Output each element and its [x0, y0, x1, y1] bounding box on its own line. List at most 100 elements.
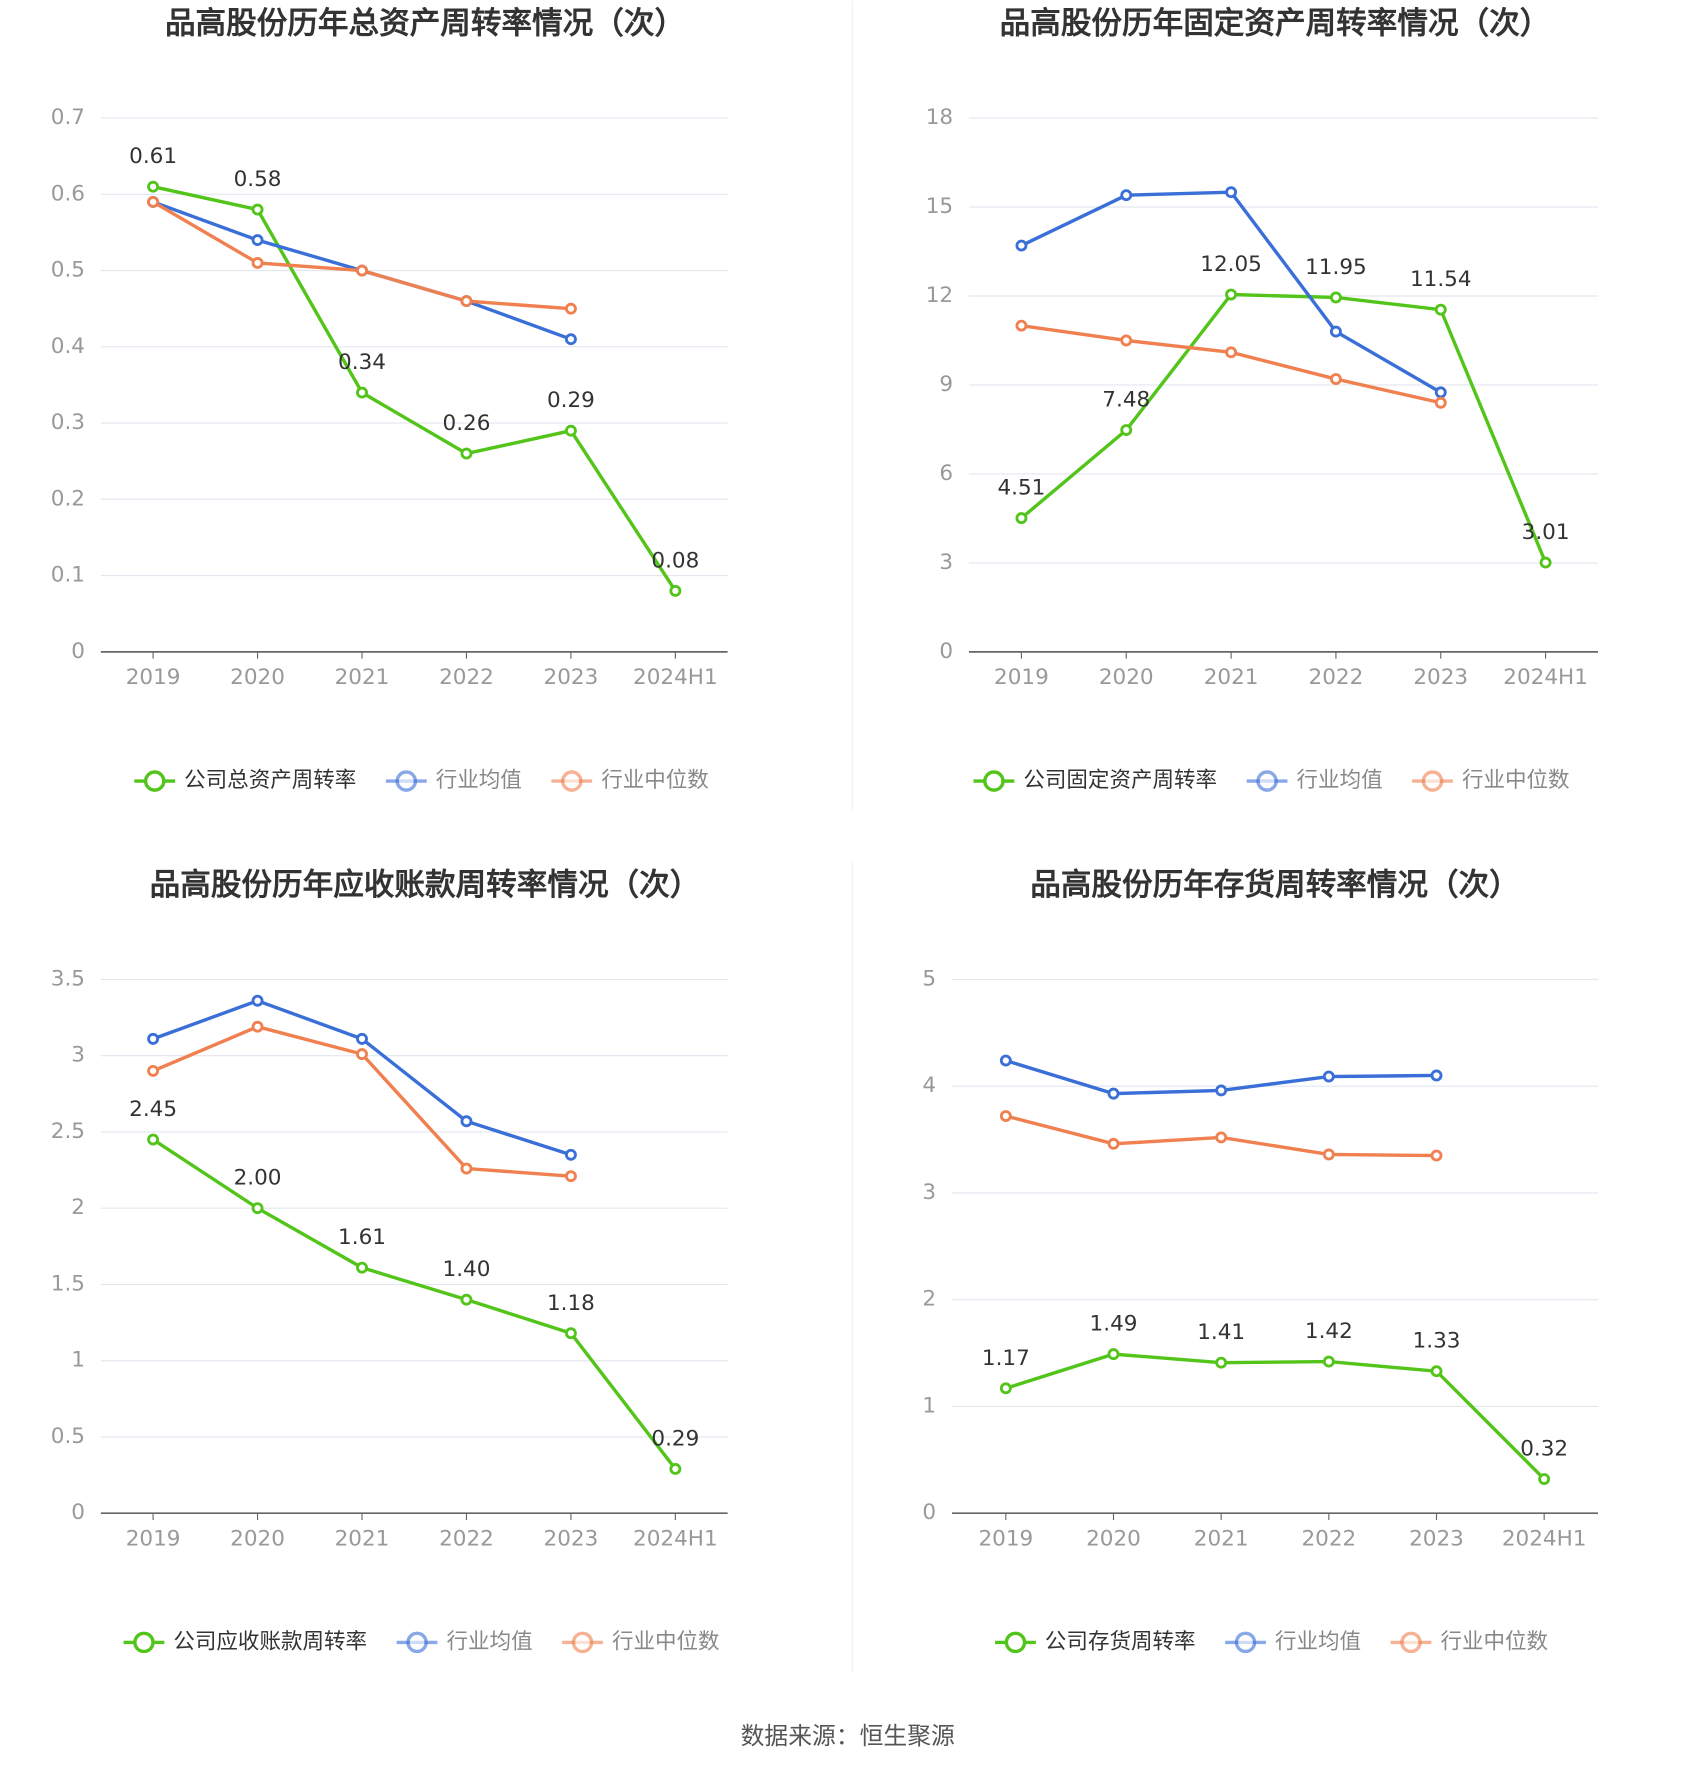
point — [251, 257, 264, 269]
point — [669, 1463, 682, 1475]
value-label: 0.26 — [443, 411, 491, 436]
y-tick-label: 4 — [922, 1073, 936, 1098]
x-tick-label: 2021 — [1194, 1526, 1249, 1551]
x-tick-label: 2023 — [544, 665, 599, 690]
y-tick-label: 0.3 — [51, 410, 85, 435]
legend-swatch — [406, 1631, 428, 1654]
legend-label: 行业均值 — [447, 1629, 533, 1654]
chart-title: 品高股份历年总资产周转率情况（次） — [165, 7, 685, 42]
source: 数据来源：恒生聚源 — [741, 1722, 955, 1750]
legend-label: 公司应收账款周转率 — [173, 1629, 367, 1654]
x-tick-label: 2019 — [126, 665, 181, 690]
point — [564, 1170, 577, 1183]
x-tick-label: 2020 — [1099, 665, 1154, 690]
point — [999, 1382, 1012, 1395]
x-tick-label: 2023 — [544, 1526, 599, 1551]
point — [251, 1202, 264, 1215]
value-label: 1.61 — [338, 1225, 386, 1250]
value-label: 0.34 — [338, 350, 386, 375]
value-label: 1.33 — [1413, 1329, 1461, 1354]
point — [1329, 291, 1342, 304]
point — [460, 1293, 473, 1306]
y-tick-label: 9 — [939, 372, 953, 397]
series-line — [152, 185, 677, 592]
y-tick-label: 2.5 — [51, 1119, 85, 1144]
y-tick-label: 0.7 — [51, 105, 85, 130]
point — [564, 1327, 577, 1340]
y-tick-label: 6 — [939, 461, 953, 486]
chart-title: 品高股份历年应收账款周转率情况（次） — [150, 867, 701, 903]
point — [1225, 288, 1238, 301]
value-label: 0.32 — [1520, 1437, 1568, 1462]
y-tick-label: 3.5 — [51, 966, 85, 991]
legend-swatch — [1400, 1631, 1422, 1654]
legend-label: 公司总资产周转率 — [184, 768, 356, 793]
point — [460, 447, 473, 460]
legend-label: 行业中位数 — [1462, 768, 1570, 793]
series-line — [152, 200, 572, 311]
x-tick-label: 2022 — [1309, 665, 1364, 690]
point — [1322, 1148, 1335, 1161]
legend-swatch — [571, 1631, 594, 1654]
y-tick-label: 18 — [926, 105, 953, 130]
legend-swatch — [561, 770, 583, 792]
x-tick-label: 2019 — [994, 665, 1049, 690]
x-tick-label: 2024H1 — [1502, 1526, 1587, 1551]
legend-label: 行业均值 — [1297, 768, 1383, 793]
y-tick-label: 3 — [939, 550, 953, 575]
series-line — [1020, 292, 1548, 564]
x-tick-label: 2019 — [126, 1526, 181, 1551]
value-label: 1.18 — [547, 1291, 595, 1316]
point — [356, 386, 368, 399]
point — [147, 195, 160, 208]
point — [1107, 1087, 1120, 1100]
x-tick-label: 2020 — [1086, 1526, 1141, 1551]
point — [1225, 186, 1238, 199]
y-tick-label: 0.1 — [51, 563, 85, 588]
point — [356, 264, 368, 277]
point — [1322, 1355, 1335, 1368]
x-tick-label: 2020 — [230, 1526, 285, 1551]
y-tick-label: 0 — [939, 639, 953, 664]
y-tick-label: 15 — [926, 194, 953, 219]
x-tick-label: 2021 — [1204, 665, 1259, 690]
point — [1539, 556, 1552, 569]
y-tick-label: 12 — [926, 283, 953, 308]
legend-swatch — [395, 770, 418, 792]
series-line — [1005, 1352, 1546, 1481]
point — [1215, 1084, 1228, 1097]
point — [1225, 346, 1238, 359]
legend-swatch — [133, 1631, 155, 1654]
legend-swatch — [983, 770, 1005, 792]
y-tick-label: 2 — [71, 1195, 85, 1220]
value-label: 12.05 — [1200, 252, 1262, 277]
point — [1329, 325, 1342, 338]
point — [1120, 334, 1133, 347]
x-tick-label: 2022 — [439, 1526, 494, 1551]
point — [147, 1133, 160, 1146]
value-label: 1.17 — [982, 1346, 1030, 1371]
value-label: 2.00 — [234, 1166, 282, 1191]
y-tick-label: 0.4 — [51, 334, 85, 359]
value-label: 1.42 — [1305, 1319, 1353, 1344]
value-label: 1.40 — [443, 1257, 491, 1282]
y-tick-label: 1 — [71, 1348, 85, 1373]
y-tick-label: 0 — [71, 1500, 85, 1525]
legend-label: 公司存货周转率 — [1045, 1629, 1196, 1654]
point — [356, 1261, 368, 1274]
point — [1120, 189, 1133, 202]
series-line — [1021, 323, 1442, 405]
point — [1434, 396, 1447, 409]
legend-swatch — [143, 770, 166, 792]
point — [564, 1148, 577, 1161]
series-line — [152, 1138, 677, 1471]
value-label: 0.08 — [651, 548, 699, 573]
legend-label: 行业中位数 — [612, 1629, 720, 1654]
point — [564, 333, 577, 346]
legend-swatch — [1256, 770, 1278, 792]
y-tick-label: 1 — [922, 1393, 936, 1418]
value-label: 0.61 — [129, 144, 177, 169]
value-label: 2.45 — [129, 1097, 177, 1122]
y-tick-label: 0 — [922, 1500, 936, 1525]
legend-label: 行业均值 — [1275, 1629, 1361, 1654]
